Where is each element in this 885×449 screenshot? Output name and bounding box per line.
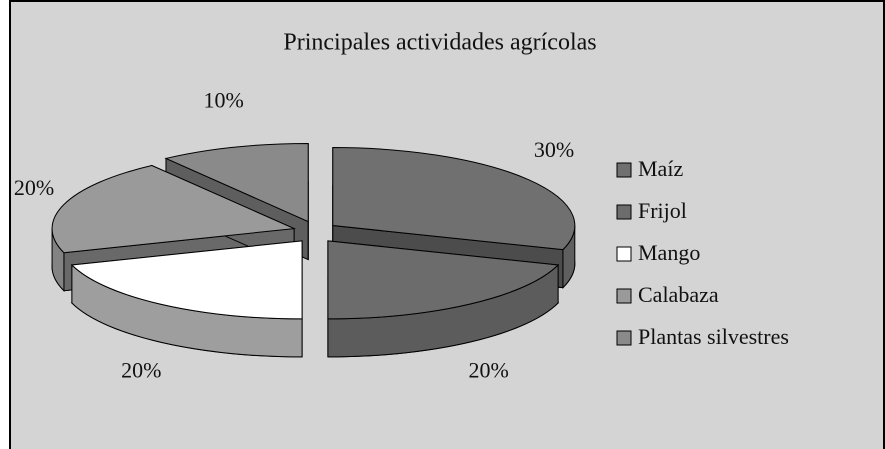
slice: [327, 240, 560, 320]
legend-label: Maíz: [638, 156, 683, 181]
legend-swatch: [616, 246, 632, 262]
legend-swatch: [616, 330, 632, 346]
legend-swatch: [616, 162, 632, 178]
slice: [70, 240, 303, 320]
legend-label: Mango: [638, 240, 700, 265]
data-label: 20%: [121, 358, 161, 383]
slice: [164, 143, 309, 223]
slice: [51, 164, 296, 254]
data-label: 20%: [14, 175, 54, 200]
data-label: 30%: [534, 137, 574, 162]
legend-label: Frijol: [638, 198, 687, 223]
chart-title: Principales actividades agrícolas: [283, 30, 596, 56]
legend-label: Plantas silvestres: [638, 324, 789, 349]
data-label: 10%: [204, 87, 244, 112]
legend-swatch: [616, 204, 632, 220]
legend-swatch: [616, 288, 632, 304]
data-label: 20%: [469, 358, 509, 383]
slice: [332, 147, 576, 251]
legend-label: Calabaza: [638, 282, 719, 307]
